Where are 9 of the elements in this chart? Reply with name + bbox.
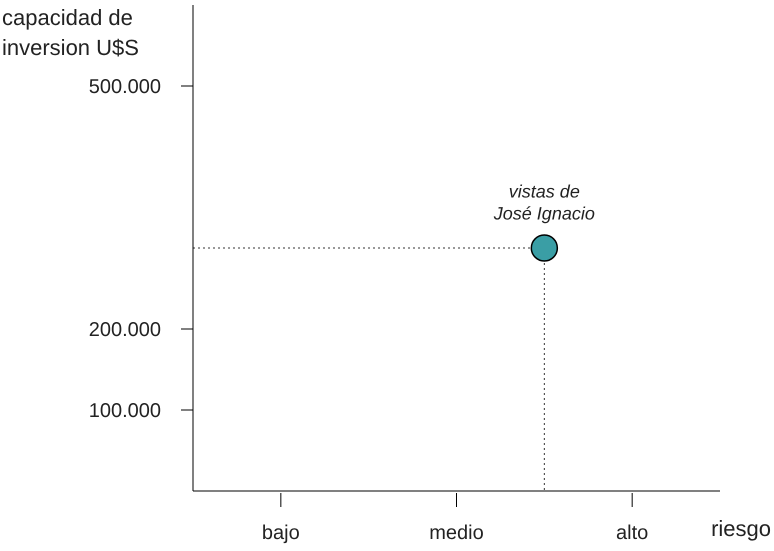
y-tick-label: 100.000 xyxy=(88,400,161,422)
x-axis-title: riesgo xyxy=(711,516,771,541)
x-tick-label: bajo xyxy=(262,522,300,544)
y-tick-label: 500.000 xyxy=(88,76,161,98)
y-axis-title: capacidad de inversion U$S xyxy=(2,5,139,60)
x-tick-label: medio xyxy=(429,522,484,544)
y-tick-label: 200.000 xyxy=(88,319,161,342)
series-label: vistas de José Ignacio xyxy=(492,181,595,224)
x-tick-label: alto xyxy=(616,522,648,544)
